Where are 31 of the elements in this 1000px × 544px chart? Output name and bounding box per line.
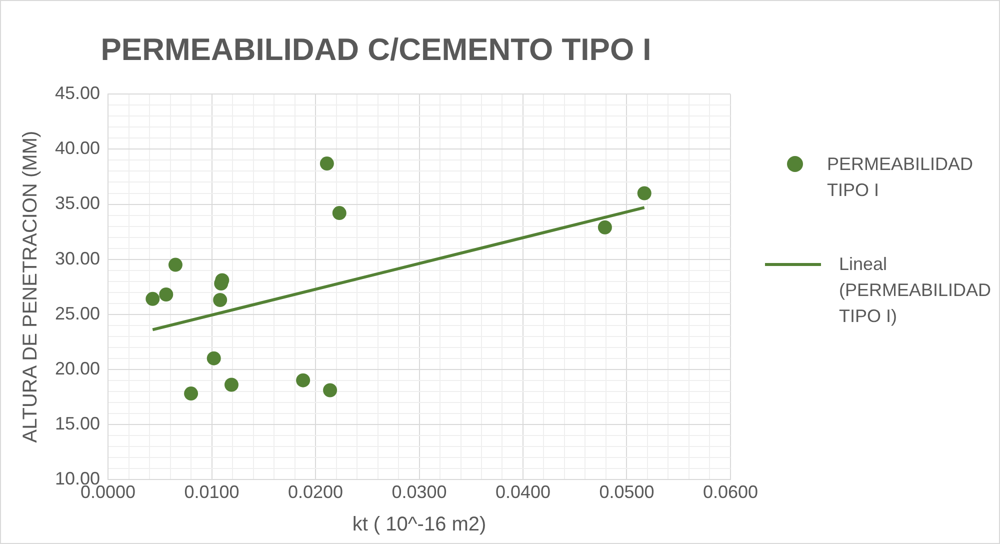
point xyxy=(296,373,310,388)
point xyxy=(168,258,182,272)
legend-label: PERMEABILIDAD TIPO I xyxy=(827,154,974,200)
point xyxy=(146,292,160,306)
x-tick-label: 0.0500 xyxy=(599,482,654,502)
x-tick-label: 0.0200 xyxy=(288,482,344,502)
x-tick-label: 0.0100 xyxy=(184,482,240,502)
y-tick-label: 15.00 xyxy=(54,413,100,434)
y-tick-label: 30.00 xyxy=(54,248,100,268)
y-tick-label: 45.00 xyxy=(54,83,100,104)
chart-title: PERMEABILIDAD C/CEMENTO TIPO I xyxy=(100,32,652,68)
point xyxy=(332,206,346,220)
x-tick-label: 0.0400 xyxy=(495,482,551,502)
y-tick-label: 20.00 xyxy=(54,358,100,378)
point xyxy=(159,288,174,302)
legend-label: Lineal (PERMEABILIDAD TIPO I) xyxy=(839,254,992,326)
y-tick-label: 25.00 xyxy=(54,303,100,324)
x-tick-label: 0.0300 xyxy=(392,482,447,502)
y-tick-label: 40.00 xyxy=(54,138,100,158)
y-tick-label: 35.00 xyxy=(54,193,100,214)
point xyxy=(184,386,198,401)
y-axis-title: ALTURA DE PENETRACION (MM) xyxy=(20,130,42,443)
point xyxy=(323,383,338,398)
point xyxy=(206,351,221,366)
x-tick-label: 0.0600 xyxy=(702,482,758,502)
x-axis-title: kt ( 10^-16 m2) xyxy=(352,514,486,536)
point xyxy=(637,186,652,200)
point xyxy=(224,378,238,392)
point xyxy=(213,293,228,308)
point xyxy=(320,156,334,171)
point xyxy=(598,220,612,234)
